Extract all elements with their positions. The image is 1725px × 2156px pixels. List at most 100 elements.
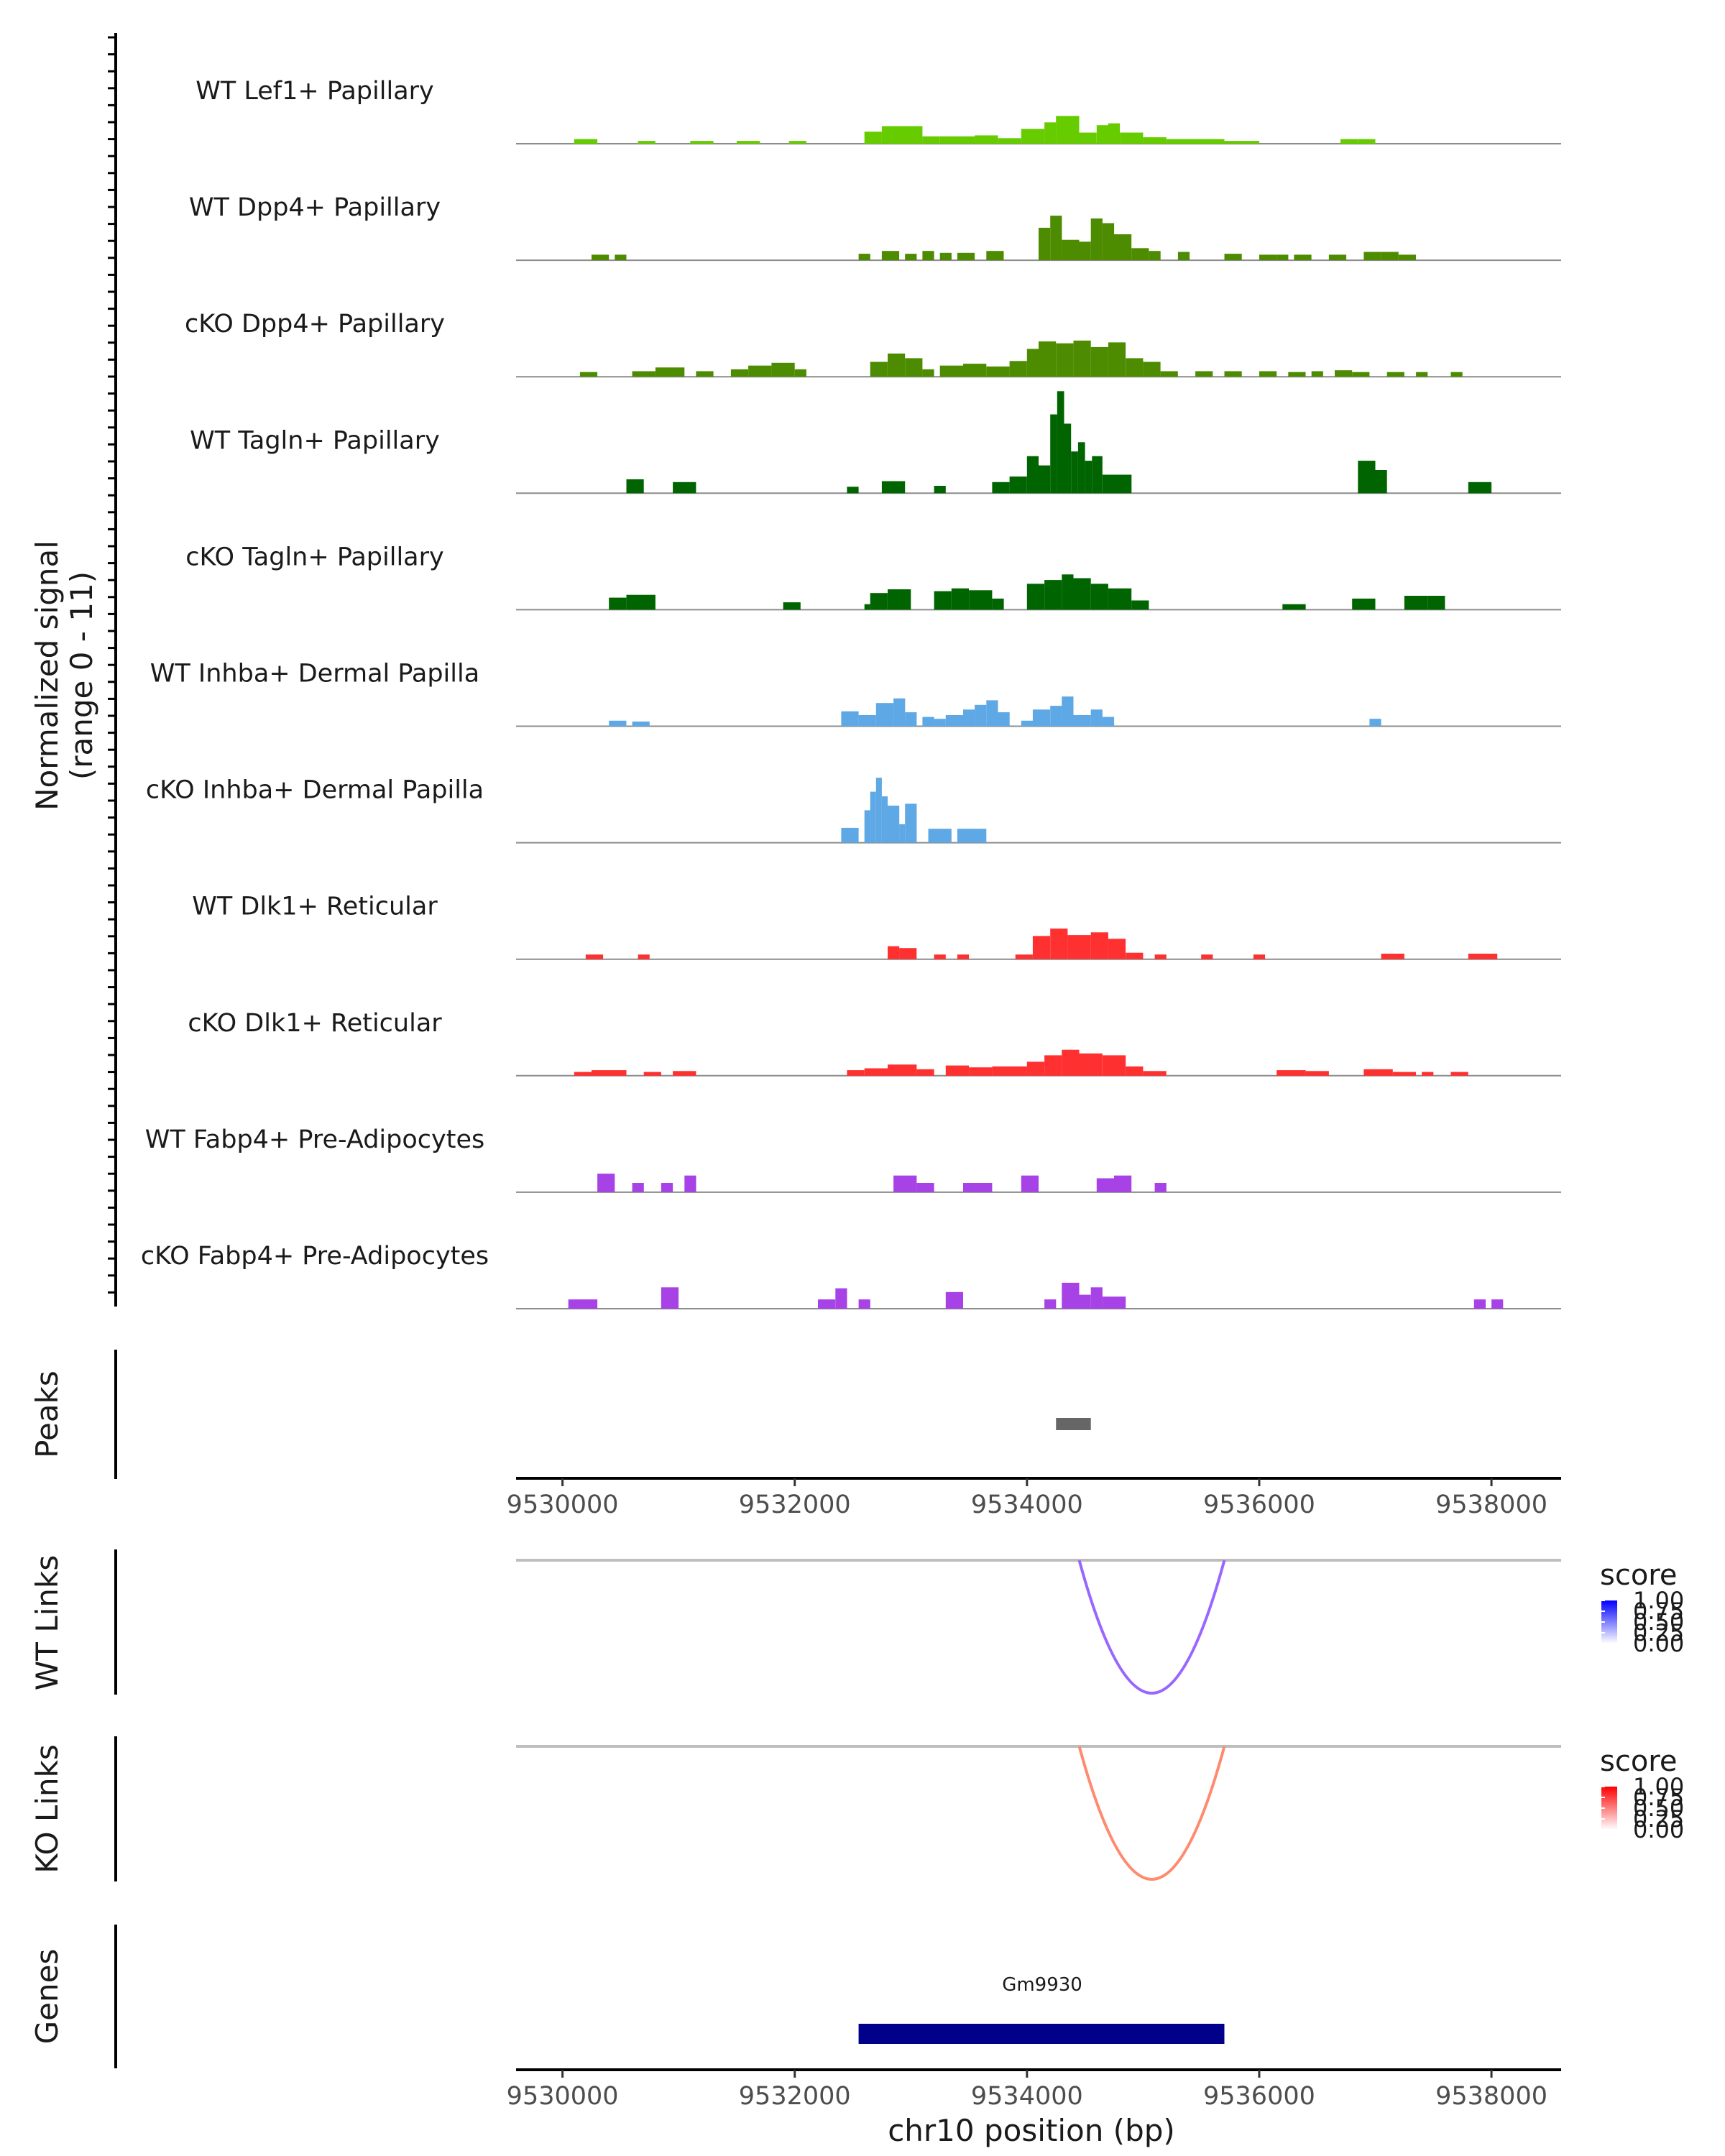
coverage-bar: [574, 139, 598, 144]
coverage-bar: [1416, 372, 1428, 377]
coverage-bar: [1288, 372, 1306, 377]
coverage-bar: [992, 482, 1010, 494]
coverage-bar: [939, 365, 963, 377]
coverage-bar: [1062, 239, 1080, 261]
track-3: WT Tagln+ Papillary: [190, 391, 1561, 494]
coverage-bar: [696, 371, 714, 377]
ko-links-track: [516, 1745, 1561, 1881]
legend-tick-label: 0.75: [1633, 1598, 1684, 1625]
coverage-bar: [1468, 482, 1492, 494]
coverage-bar: [934, 954, 946, 959]
track-label: cKO Fabp4+ Pre-Adipocytes: [141, 1242, 489, 1271]
coverage-bar: [986, 367, 1010, 377]
coverage-bar: [1108, 123, 1121, 144]
coverage-bar: [934, 591, 952, 610]
coverage-bar: [1026, 1061, 1044, 1076]
coverage-bar: [1062, 1049, 1080, 1076]
x-axis-top: 9530000 9532000 9534000 9536000 9538000: [507, 1477, 1561, 1519]
legend-tick-label: 1.00: [1633, 1587, 1684, 1614]
coverage-bar: [1077, 442, 1085, 494]
link-arc: [1077, 1560, 1226, 1695]
coverage-bar: [638, 954, 650, 959]
genes-label: Genes: [29, 1949, 65, 2045]
coverage-bar: [592, 1070, 627, 1076]
coverage-bar: [945, 715, 963, 727]
track-0: WT Lef1+ Papillary: [196, 77, 1561, 144]
coverage-bar: [1369, 719, 1381, 727]
coverage-bar: [1044, 1299, 1057, 1309]
coverage-bar: [899, 948, 917, 959]
track-2: cKO Dpp4+ Papillary: [185, 310, 1561, 378]
coverage-bar: [928, 829, 952, 843]
coverage-bar: [1032, 709, 1051, 727]
coverage-bar: [1126, 952, 1144, 959]
coverage-bar: [986, 700, 998, 727]
x-tick-label: 9530000: [507, 1491, 619, 1519]
coverage-bar: [1044, 122, 1057, 144]
coverage-bar: [858, 715, 876, 727]
coverage-bar: [730, 369, 749, 377]
peaks-label: Peaks: [29, 1370, 65, 1458]
coverage-bar: [1143, 1071, 1167, 1076]
coverage-bar: [945, 1065, 970, 1076]
coverage-bar: [1079, 1053, 1103, 1076]
coverage-bar: [1090, 218, 1103, 261]
coverage-bar: [1108, 342, 1126, 377]
legend-colorbar: [1601, 1600, 1617, 1644]
coverage-bar: [1073, 578, 1091, 610]
coverage-bar: [1114, 1175, 1132, 1192]
coverage-bar: [609, 720, 627, 727]
coverage-bar: [1102, 1055, 1126, 1076]
track-label: cKO Dpp4+ Papillary: [185, 310, 445, 338]
coverage-bar: [893, 698, 906, 727]
coverage-bar: [1073, 715, 1091, 727]
coverage-bar: [847, 1070, 865, 1076]
coverage-bar: [939, 136, 975, 144]
coverage-bar: [1090, 584, 1108, 610]
coverage-bar: [1404, 596, 1428, 610]
track-9: WT Fabp4+ Pre-Adipocytes: [145, 1125, 1561, 1193]
coverage-bar: [858, 1299, 870, 1309]
coverage-bar: [1224, 141, 1259, 144]
coverage-bar: [1491, 1299, 1504, 1309]
legend-tick-label: 0.50: [1633, 1795, 1684, 1822]
coverage-bar: [1044, 1055, 1062, 1076]
coverage-bar: [1259, 254, 1277, 261]
coverage-bar: [1050, 706, 1062, 727]
track-label: cKO Tagln+ Papillary: [185, 543, 444, 571]
coverage-bar: [870, 593, 888, 610]
coverage-bar: [963, 364, 987, 377]
coverage-bar: [1126, 1066, 1144, 1076]
coverage-bar: [1062, 1282, 1080, 1309]
coverage-bar: [574, 1072, 592, 1076]
ko-links-label: KO Links: [29, 1744, 65, 1874]
coverage-bar: [1468, 954, 1498, 959]
coverage-bar: [1090, 346, 1108, 377]
coverage-bar: [969, 1067, 993, 1076]
coverage-bar: [881, 796, 888, 843]
coverage-bar: [661, 1287, 679, 1309]
wt-links-track: [516, 1559, 1561, 1695]
signal-ylabel: Normalized signal: [29, 540, 65, 811]
coverage-bar: [1079, 1294, 1091, 1309]
x-tick-label: 9534000: [971, 1491, 1083, 1519]
coverage-bar: [1358, 461, 1376, 494]
coverage-bar: [632, 1183, 644, 1192]
coverage-bar: [1039, 341, 1057, 377]
coverage-bar: [1392, 1072, 1416, 1076]
coverage-bar: [881, 126, 923, 144]
coverage-bar: [875, 703, 893, 727]
coverage-bar: [916, 1069, 934, 1076]
coverage-bar: [881, 481, 906, 494]
legend-tick-label: 0.75: [1633, 1784, 1684, 1811]
track-label: cKO Inhba+ Dermal Papilla: [146, 776, 484, 805]
coverage-bar: [1114, 234, 1132, 261]
coverage-bar: [1073, 340, 1091, 377]
signal-y-axis: [108, 33, 117, 1307]
coverage-bar: [841, 711, 859, 727]
coverage-bar: [1120, 132, 1144, 144]
coverage-bar: [899, 824, 906, 843]
coverage-bar: [922, 717, 934, 727]
x-axis-title: chr10 position (bp): [888, 2113, 1175, 2148]
